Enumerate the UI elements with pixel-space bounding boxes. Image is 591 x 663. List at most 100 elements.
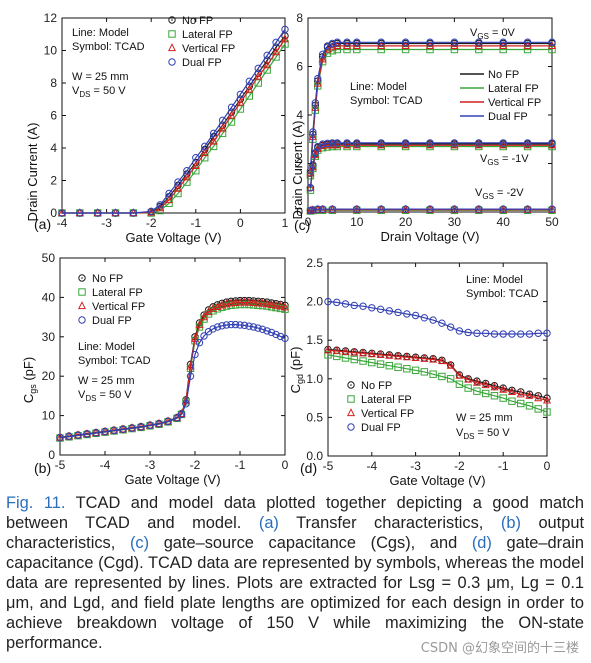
data-point: [475, 38, 483, 46]
data-point: [450, 140, 459, 149]
caption-fig-label: Fig. 11.: [6, 494, 66, 512]
data-point: [309, 128, 317, 136]
data-point: [353, 205, 361, 213]
x-tick-label: -2: [146, 216, 157, 230]
model-line: [62, 29, 286, 214]
data-point: [318, 140, 327, 148]
x-tick-label: -1: [235, 458, 246, 472]
data-point: [525, 330, 534, 338]
data-point: [146, 421, 154, 430]
data-point: [420, 368, 429, 376]
caption-part-c-label: (c): [129, 534, 150, 552]
data-point: [548, 205, 556, 213]
data-point: [272, 47, 281, 56]
data-point: [353, 38, 361, 46]
data-point: [235, 297, 245, 306]
legend-marker-no-fp-dot: [350, 384, 352, 386]
caption-part-a: Transfer characteristics,: [296, 514, 484, 532]
plot-frame: [327, 262, 548, 457]
legend-marker-vertical-fp: [167, 43, 177, 52]
data-point: [425, 140, 435, 149]
data-point: [227, 320, 235, 329]
y-tick-label: 4: [50, 141, 57, 155]
data-point: [245, 77, 254, 86]
data-point: [403, 310, 411, 318]
series-vertical-fp: [323, 345, 552, 404]
data-point: [231, 297, 240, 307]
data-point: [446, 323, 455, 331]
x-tick-label: -4: [57, 216, 68, 230]
legend-label-vertical-fp: Vertical FP: [488, 97, 541, 109]
data-point: [254, 71, 263, 80]
data-point: [155, 420, 163, 428]
data-point: [446, 360, 455, 369]
data-point: [74, 431, 82, 439]
data-point: [455, 327, 464, 335]
data-point: [328, 39, 337, 48]
legend-marker-dual-fp: [168, 58, 176, 66]
data-point: [455, 380, 464, 388]
x-tick-label: -1: [190, 216, 201, 230]
data-point: [263, 60, 272, 69]
x-tick-label: -2: [454, 459, 465, 473]
data-point: [191, 160, 200, 169]
data-point: [147, 207, 155, 216]
y-tick-label: 2: [296, 157, 303, 171]
data-point: [83, 430, 91, 438]
series-vertical-fp-vgsm1: [306, 140, 557, 191]
data-point: [490, 330, 499, 338]
data-point: [543, 329, 551, 337]
data-point: [353, 139, 361, 147]
data-point: [401, 140, 410, 149]
data-point: [56, 433, 64, 442]
data-point: [218, 322, 226, 330]
series-lateral-fp: [58, 40, 289, 217]
data-point: [249, 323, 258, 331]
panel-label: (c): [294, 217, 310, 233]
annotation-symbol-tcad: Symbol: TCAD: [72, 41, 145, 53]
annotation-line-model: Line: Model: [466, 274, 523, 286]
data-point: [341, 346, 350, 355]
data-point: [217, 300, 227, 309]
data-point: [475, 205, 483, 213]
data-point: [177, 410, 186, 419]
data-point: [200, 332, 208, 340]
legend-marker-no-fp: [78, 274, 86, 282]
data-point: [110, 426, 118, 435]
legend-label-lateral-fp: Lateral FP: [488, 83, 539, 95]
data-point: [401, 205, 410, 213]
legend-label-dual-fp: Dual FP: [488, 111, 528, 123]
series-dual-fp-vgsm1: [306, 139, 556, 192]
data-point: [311, 99, 320, 107]
data-point: [309, 206, 317, 214]
data-point: [411, 311, 420, 320]
data-point: [508, 330, 516, 338]
y-axis-label: Drain Current (A): [25, 123, 40, 222]
data-point: [227, 110, 236, 119]
data-point: [272, 38, 280, 47]
y-tick-label: 8: [50, 76, 57, 90]
data-point: [490, 382, 499, 391]
data-point: [195, 339, 204, 347]
x-tick-label: -1: [498, 459, 509, 473]
data-point: [359, 302, 367, 310]
legend-marker-no-fp-dot: [81, 277, 83, 279]
y-tick-label: 0: [48, 448, 55, 462]
data-point: [359, 348, 368, 357]
data-point: [324, 351, 332, 359]
model-line: [309, 144, 552, 188]
data-point: [438, 372, 446, 381]
y-tick-label: 40: [42, 290, 56, 304]
x-axis-label: Gate Voltage (V): [389, 473, 485, 488]
annotation-vgs-0: VGS = 0V: [470, 27, 516, 41]
data-point: [401, 139, 410, 147]
data-point: [499, 139, 507, 147]
data-point: [481, 389, 490, 398]
data-point: [517, 388, 525, 396]
data-point: [472, 377, 481, 386]
data-point: [385, 307, 394, 315]
data-point: [267, 328, 276, 337]
data-point: [186, 372, 195, 380]
y-tick-label: 10: [42, 409, 56, 423]
